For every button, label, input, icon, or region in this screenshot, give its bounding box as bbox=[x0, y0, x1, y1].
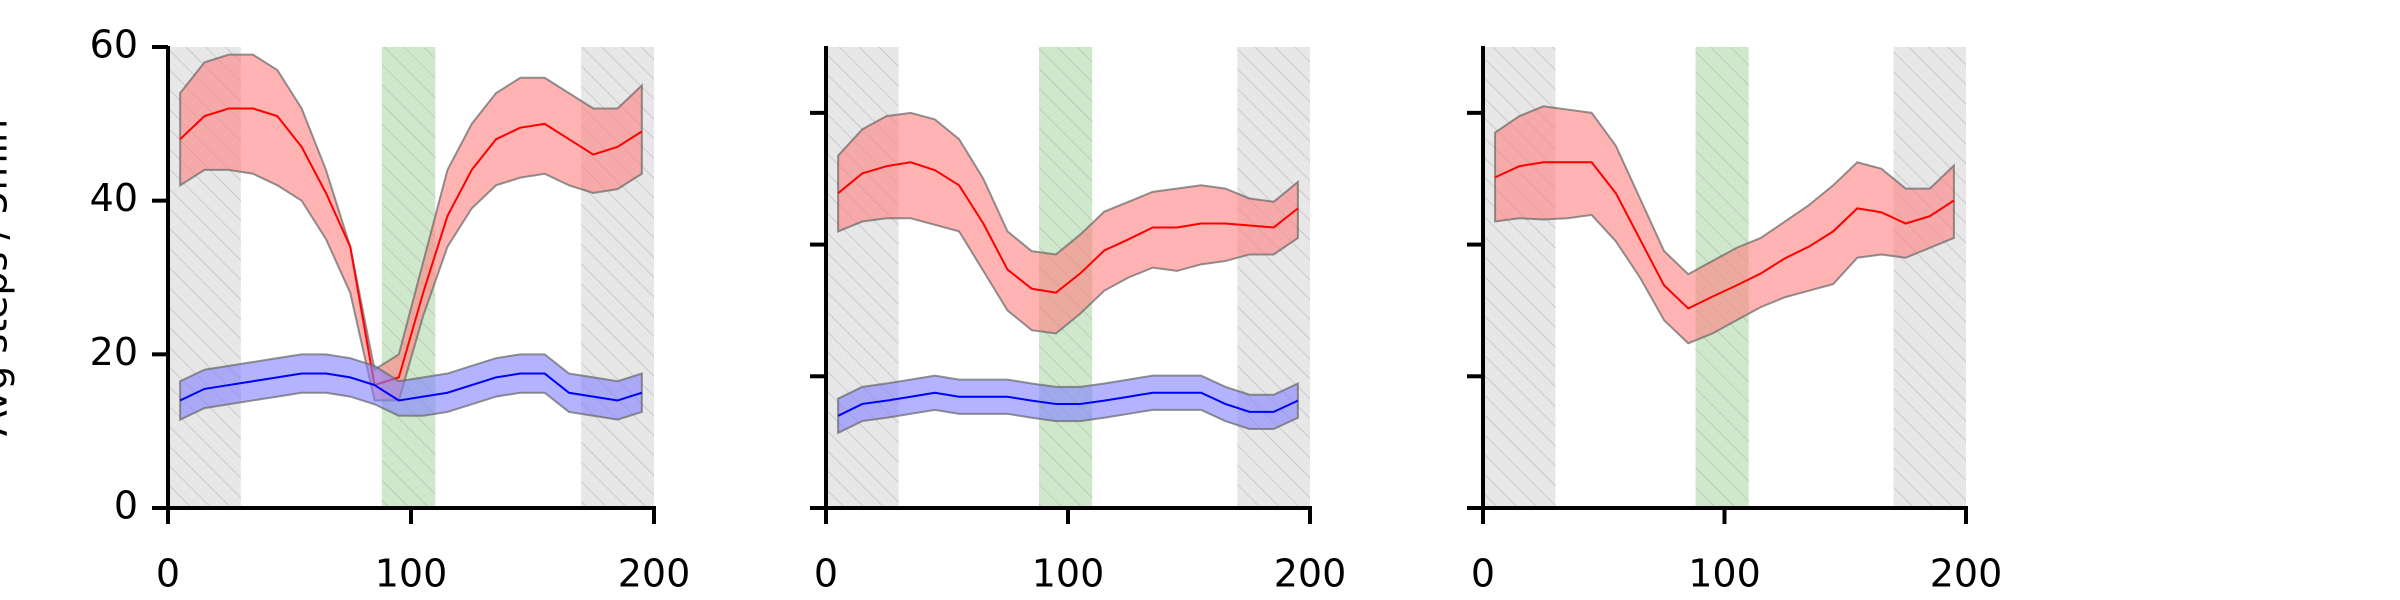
y-axis-label: Avg steps / 5min bbox=[0, 119, 16, 436]
x-tick-label: 100 bbox=[375, 552, 448, 596]
span-hatch bbox=[1237, 47, 1310, 508]
confidence-band bbox=[179, 53, 643, 402]
x-tick-label: 0 bbox=[814, 552, 838, 596]
span-hatch bbox=[1893, 47, 1966, 508]
x-tick-label: 200 bbox=[618, 552, 691, 596]
series-line bbox=[837, 391, 1299, 417]
y-tick-label: 60 bbox=[90, 23, 138, 67]
subplot: 0 100 200 bbox=[1467, 46, 2002, 596]
x-tick-label: 100 bbox=[1688, 552, 1761, 596]
series-line bbox=[1494, 161, 1955, 310]
x-tick-label: 0 bbox=[156, 552, 180, 596]
series-line bbox=[179, 372, 643, 402]
y-tick-label: 20 bbox=[90, 330, 138, 374]
confidence-band bbox=[1494, 105, 1955, 345]
confidence-band bbox=[837, 111, 1299, 335]
confidence-band bbox=[179, 353, 643, 422]
subplot: 0 20 40 60 0 100 200 Avg steps / 5min bbox=[0, 23, 690, 596]
x-tick-label: 0 bbox=[1471, 552, 1495, 596]
y-tick-label: 40 bbox=[90, 176, 138, 220]
y-tick-label: 0 bbox=[114, 484, 138, 528]
series-line bbox=[837, 161, 1299, 294]
x-tick-label: 100 bbox=[1032, 552, 1105, 596]
x-tick-label: 200 bbox=[1930, 552, 2003, 596]
series-line bbox=[179, 107, 643, 387]
subplot: 0 100 200 bbox=[810, 46, 1346, 596]
x-tick-label: 200 bbox=[1274, 552, 1347, 596]
